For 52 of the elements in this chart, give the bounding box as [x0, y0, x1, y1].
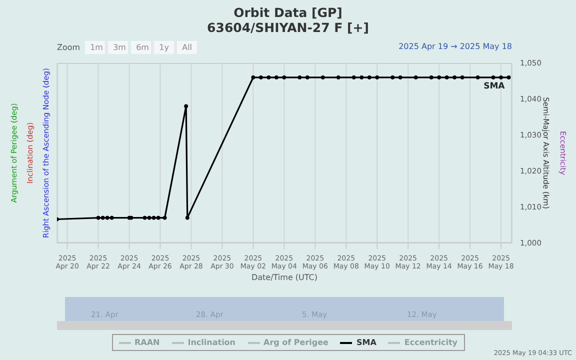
point [110, 216, 114, 220]
point [498, 75, 504, 80]
point [298, 75, 302, 80]
point [162, 216, 167, 220]
point [437, 75, 442, 80]
text: Arg of Perigee [262, 338, 328, 347]
point [336, 75, 340, 80]
point [185, 216, 190, 220]
point [390, 75, 395, 80]
point [506, 75, 511, 80]
text: Inclination [186, 338, 236, 347]
text: Zoom [57, 43, 80, 52]
point [320, 75, 325, 80]
point [476, 75, 480, 80]
point [367, 75, 372, 80]
zoom-button: 6m [131, 41, 152, 54]
point [444, 75, 449, 80]
point [452, 75, 457, 80]
zoom-button: All [177, 41, 198, 54]
point [105, 216, 110, 220]
point [258, 75, 263, 80]
point [100, 216, 105, 220]
point [142, 216, 147, 220]
point [251, 75, 256, 80]
point [274, 75, 278, 80]
point [266, 75, 271, 80]
point [352, 75, 356, 80]
point [156, 216, 160, 220]
point [429, 75, 434, 80]
point [184, 104, 188, 108]
zoom-button: 1y [154, 41, 174, 54]
text: 2025 Apr 19 → 2025 May 18 [398, 42, 512, 51]
legend-label: SMA [355, 338, 376, 347]
x-axis-title: Date/Time (UTC) [251, 273, 318, 282]
point [414, 75, 418, 80]
point [460, 75, 464, 80]
point [375, 75, 380, 80]
point [305, 75, 310, 80]
zoom-button: 3m [108, 41, 128, 54]
text: SMA [484, 81, 505, 92]
point [96, 216, 100, 220]
zoom-button: 1m [85, 41, 106, 54]
point [152, 216, 156, 220]
text: Eccentricity [403, 338, 458, 347]
point [147, 216, 152, 220]
point [491, 75, 496, 80]
point [360, 75, 364, 80]
chart-title: Orbit Data [GP] [232, 5, 344, 20]
chart-subtitle: 63604/SHIYAN-27 F [+] [206, 20, 370, 35]
text: RAAN [134, 338, 160, 347]
point [398, 75, 402, 80]
point [282, 75, 286, 80]
